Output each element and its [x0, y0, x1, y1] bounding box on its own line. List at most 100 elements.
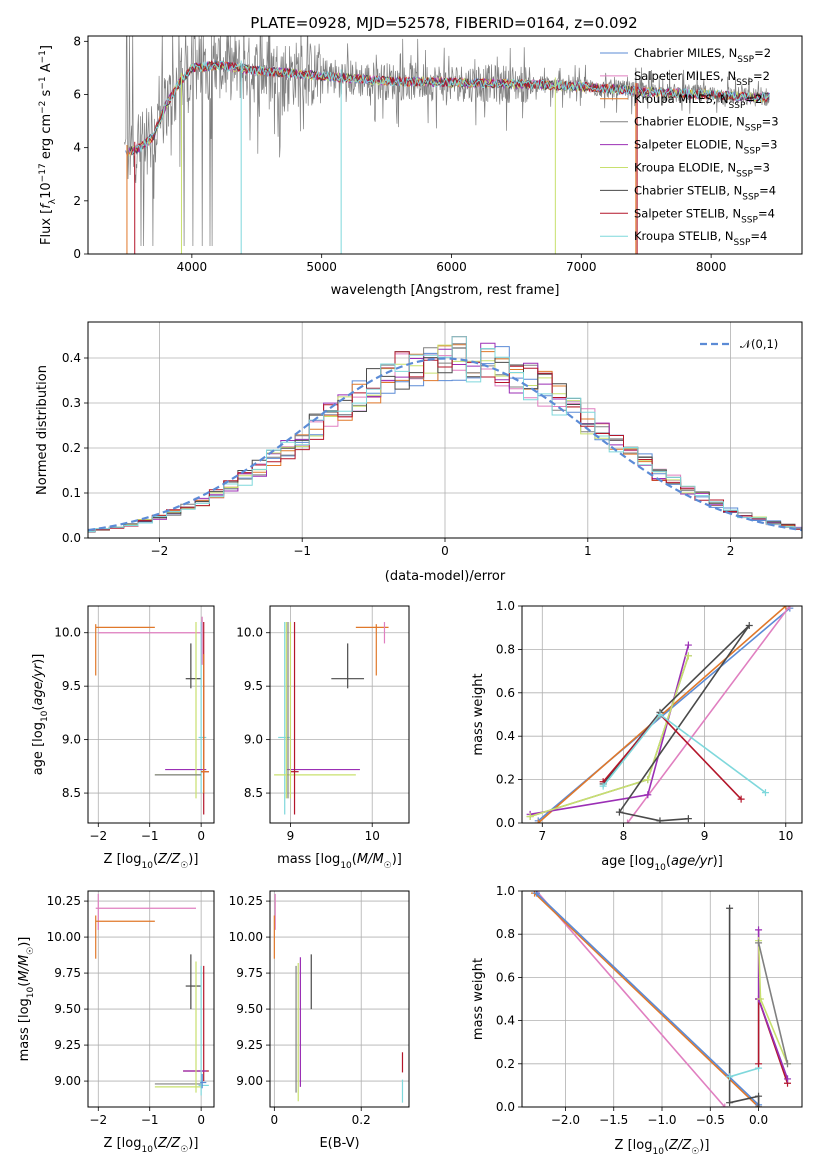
label-part: 10 [40, 710, 50, 722]
label-part: ( [664, 1138, 669, 1153]
x-tick-label: 8 [620, 829, 628, 843]
age-vs-metallicity-panel: −2 −1 08.59.09.510.0Z [log10(Z/Z☉)]age [lo… [31, 605, 215, 871]
label-part: ( [153, 1136, 158, 1151]
y-tick-label: 0.1 [62, 486, 81, 500]
label-part: 10 [26, 986, 36, 998]
y-axis-label: Normed distribution [35, 365, 50, 495]
x-tick-label: −0.5 [696, 1113, 725, 1127]
x-tick-label: 10 [365, 829, 380, 843]
y-tick-label: 9.50 [236, 1002, 263, 1016]
label-part: Chabrier MILES, N [634, 46, 737, 60]
label-part: Chabrier ELODIE, N [634, 115, 745, 129]
label-part: 10 [654, 863, 666, 873]
y-tick-label: 2 [73, 194, 81, 208]
label-part: λ [48, 198, 58, 204]
y-tick-label: 10.25 [47, 894, 81, 908]
data-point-marker [726, 1099, 734, 1107]
error-bars [95, 893, 209, 1096]
legend-entry: Kroupa ELODIE, NSSP=3 [634, 161, 770, 180]
age-vs-mass-panel: 9 108.59.09.510.0 mass [log10(M/M☉)] [236, 605, 410, 871]
data-point-marker [684, 641, 692, 649]
spectrum-panel: 4000 5000 6000 7000 8000 0 2 4 6 8 wavelength [Ang… [38, 34, 803, 298]
salpeter-stelib-histogram [88, 336, 802, 532]
label-part: )] [17, 937, 32, 947]
legend-entry: Chabrier ELODIE, NSSP=3 [634, 115, 779, 134]
salpeter-miles-weight-line [535, 891, 726, 1107]
y-tick-label: 10.0 [236, 626, 263, 640]
x-tick-label: 6000 [436, 260, 467, 274]
kroupa-miles-weight-line [534, 892, 760, 1107]
y-tick-label: 0.4 [496, 1014, 515, 1028]
x-axis-label: (data-model)/error [385, 569, 506, 584]
x-axis-label: Z [log10(Z/Z☉)] [104, 852, 199, 871]
y-tick-label: 0 [73, 247, 81, 261]
x-tick-label: 0.2 [352, 1113, 371, 1127]
label-part: SSP [736, 78, 753, 88]
y-tick-label: 9.00 [54, 1074, 81, 1088]
data-point-marker [737, 795, 745, 803]
label-part: ☉ [26, 947, 36, 955]
label-part: SSP [734, 238, 751, 248]
kroupa-stelib-histogram [88, 336, 802, 532]
figure-title: PLATE=0928, MJD=52578, FIBERID=0164, z=0… [250, 14, 637, 32]
y-tick-label: 9.00 [236, 1074, 263, 1088]
x-tick-label: −2 [89, 1113, 107, 1127]
label-part: ☉ [691, 1147, 699, 1157]
data-point-marker [624, 819, 632, 823]
weight-vs-metallicity-panel: −2.0 −1.5 −1.0 −0.5 0.0 0.0 0.2 0.4 0.6 0.8 1.0 Z [… [471, 884, 803, 1157]
observed-spectrum-line [123, 36, 770, 247]
y-tick-label: 0.6 [496, 970, 515, 984]
label-part: )] [699, 1138, 709, 1153]
y-tick-label: 9.75 [236, 966, 263, 980]
ticks: 9 10 8.5 9.0 9.5 10.0 [236, 606, 409, 843]
error-bars [273, 893, 404, 1103]
chabrier-elodie-weight-line [757, 942, 789, 1064]
y-tick-label: 9.25 [236, 1038, 263, 1052]
x-tick-label: −1.0 [647, 1113, 676, 1127]
legend-entry: Salpeter ELODIE, NSSP=3 [634, 138, 777, 157]
data-point-marker [526, 812, 534, 820]
y-axis-label: age [log10(age/yr)] [31, 654, 50, 776]
error-bars [274, 622, 389, 815]
label-part: 10 [39, 182, 54, 199]
label-part: )] [31, 654, 46, 664]
error-bars [95, 616, 209, 815]
label-part: Chabrier STELIB, N [634, 183, 742, 197]
label-part: Kroupa ELODIE, N [634, 161, 736, 175]
data-point-marker [726, 1073, 734, 1081]
plot-frame [269, 605, 410, 824]
plot-frame [269, 890, 410, 1108]
x-tick-label: −1 [141, 829, 159, 843]
y-tick-label: 0.6 [496, 686, 515, 700]
y-tick-label: 1.0 [496, 884, 515, 898]
data-point-marker [755, 939, 763, 947]
label-part: 10 [652, 1147, 664, 1157]
x-tick-label: 9 [701, 829, 709, 843]
chabrier-stelib-weight-line [602, 624, 750, 822]
label-part: =3 [761, 138, 778, 152]
ticks: −2.0 −1.5 −1.0 −0.5 0.0 0.0 0.2 0.4 0.6 0.8 1.0 [496, 884, 802, 1127]
y-tick-label: 8 [73, 34, 81, 48]
label-part: erg cm [39, 114, 54, 163]
data-point-marker [784, 1075, 792, 1083]
label-part: SSP [736, 170, 753, 180]
residuals-panel: −2 −1 0 1 2 0.0 0.1 0.2 0.3 0.4 (data-model)/error… [35, 321, 803, 584]
label-part: s [39, 89, 54, 100]
y-tick-label: 8.5 [62, 786, 81, 800]
label-part: SSP [742, 192, 759, 202]
weight-lines [526, 606, 794, 823]
y-tick-label: 0.0 [62, 531, 81, 545]
label-part: Salpeter ELODIE, N [634, 138, 744, 152]
label-part: =4 [758, 206, 775, 220]
x-axis-label: mass [log10(M/M☉)] [277, 852, 402, 871]
y-tick-label: 9.75 [54, 966, 81, 980]
x-tick-label: 0.0 [749, 1113, 768, 1127]
mass-vs-ebv-panel: 0 0.2 9.00 9.25 9.50 9.75 10.00 10.25 E(B-V) [229, 890, 410, 1151]
plot-frame [521, 890, 803, 1108]
plot-frame [87, 605, 215, 824]
data-point-marker [755, 1092, 763, 1100]
y-tick-label: 10.00 [47, 930, 81, 944]
